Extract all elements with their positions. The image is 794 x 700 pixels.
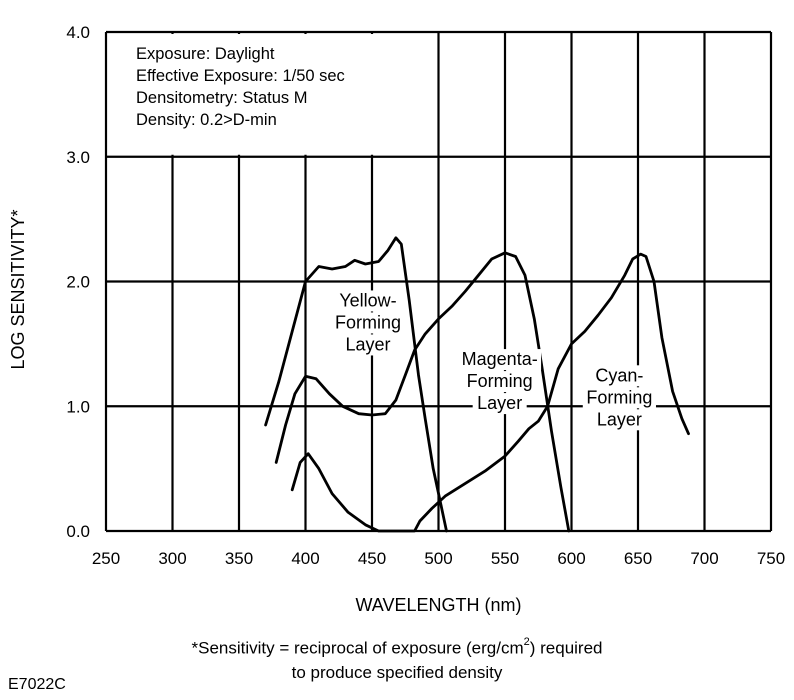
curve-label-background: [592, 409, 647, 431]
sensitivity-curves: [264, 236, 690, 533]
x-tick-label: 450: [358, 549, 386, 568]
x-axis-label: WAVELENGTH (nm): [355, 595, 521, 615]
info-box-line: Exposure: Daylight: [136, 45, 275, 63]
info-box-line: Density: 0.2>D-min: [136, 111, 277, 129]
figure-code: E7022C: [8, 676, 66, 693]
curve-label-background: [582, 387, 656, 409]
curve-label-background: [331, 290, 405, 312]
x-tick-label: 500: [424, 549, 452, 568]
y-tick-label: 3.0: [66, 148, 90, 167]
curve-label-background: [341, 334, 396, 356]
curve-label-background: [592, 365, 647, 387]
sensitivity-curve: [274, 251, 571, 533]
footnote-superscript: 2: [523, 636, 530, 648]
curve-label-background: [472, 393, 527, 415]
y-axis-label: LOG SENSITIVITY*: [8, 209, 28, 369]
curve-label-background: [463, 371, 537, 393]
x-tick-label: 550: [491, 549, 519, 568]
footnote-line1-end: ) required: [529, 638, 603, 658]
footnote-line2: to produce specified density: [291, 662, 503, 682]
curve-label-line: Forming: [467, 371, 533, 391]
y-tick-label: 4.0: [66, 23, 90, 42]
curve-label-line: Layer: [597, 409, 642, 429]
x-tick-label: 250: [92, 549, 120, 568]
curve-labels: Yellow-FormingLayerMagenta-FormingLayerC…: [331, 290, 656, 431]
tick-labels: 250 300 350 400 450 500 550 600 650 700 750 0.0 1.0 2…: [66, 23, 785, 568]
curve-label-line: Magenta-: [462, 349, 538, 369]
footnote-line1-text: *Sensitivity = reciprocal of exposure (e…: [191, 638, 524, 658]
x-tick-label: 350: [225, 549, 253, 568]
curve-label-line: Forming: [586, 387, 652, 407]
info-box-line: Effective Exposure: 1/50 sec: [136, 67, 345, 85]
curve-label-background: [458, 349, 542, 371]
sensitivity-curve: [264, 236, 448, 533]
x-tick-label: 400: [291, 549, 319, 568]
y-tick-label: 1.0: [66, 397, 90, 416]
curve-label-background: [331, 312, 405, 334]
footnote: *Sensitivity = reciprocal of exposure (e…: [0, 632, 794, 685]
x-tick-label: 300: [158, 549, 186, 568]
x-tick-label: 650: [624, 549, 652, 568]
y-tick-label: 0.0: [66, 522, 90, 541]
y-tick-label: 2.0: [66, 273, 90, 292]
x-tick-label: 750: [757, 549, 785, 568]
info-box: Exposure: Daylight Effective Exposure: 1/…: [136, 45, 345, 129]
curve-label-line: Cyan-: [595, 365, 643, 385]
info-box-line: Densitometry: Status M: [136, 89, 307, 107]
x-tick-label: 700: [690, 549, 718, 568]
curve-label-line: Yellow-: [339, 290, 396, 310]
curve-label-line: Layer: [477, 393, 522, 413]
curve-label-line: Forming: [335, 312, 401, 332]
x-tick-label: 600: [557, 549, 585, 568]
sensitivity-curve: [290, 252, 690, 533]
chart-grid: [104, 30, 773, 533]
curve-label-line: Layer: [345, 334, 390, 354]
info-box-background: [108, 34, 437, 155]
